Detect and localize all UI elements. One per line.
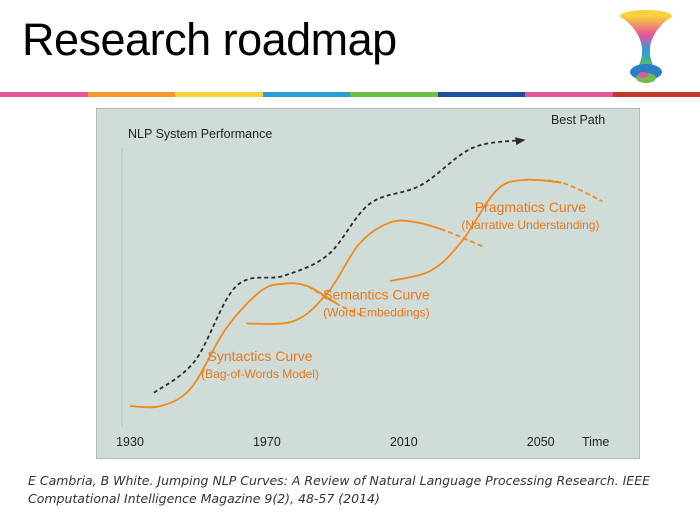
nlp-curves-chart: NLP System Performance Time 1930 1970 2010… bbox=[96, 108, 640, 459]
best-path-line bbox=[153, 137, 526, 394]
color-bar-segment bbox=[87, 92, 175, 97]
pragmatics-curve-sublabel: (Narrative Understanding) bbox=[461, 218, 599, 232]
color-bar-segment bbox=[262, 92, 350, 97]
y-axis-label: NLP System Performance bbox=[128, 127, 272, 141]
color-bar-segment bbox=[437, 92, 525, 97]
color-bar-segment bbox=[612, 92, 700, 97]
x-tick-label: 2050 bbox=[527, 435, 555, 449]
best-path-label: Best Path bbox=[551, 113, 605, 127]
x-tick-label: 1930 bbox=[116, 435, 144, 449]
chart-background bbox=[96, 108, 640, 459]
tornado-funnel-logo-icon bbox=[620, 10, 672, 83]
semantics-curve-return-line-tail bbox=[523, 179, 603, 203]
citation-line-2: Computational Intelligence Magazine 9(2)… bbox=[28, 491, 380, 506]
color-divider-bar bbox=[0, 92, 700, 97]
color-bar-segment bbox=[0, 92, 88, 97]
citation: E Cambria, B White. Jumping NLP Curves: … bbox=[28, 472, 688, 508]
syntactics-curve-label: Syntactics Curve bbox=[208, 348, 313, 364]
semantics-curve-sublabel: (Word Embeddings) bbox=[323, 306, 430, 320]
color-bar-segment bbox=[525, 92, 613, 97]
semantics-curve-line-tail bbox=[417, 221, 483, 248]
x-tick-label: 2010 bbox=[390, 435, 418, 449]
syntactics-curve-sublabel: (Bag-of-Words Model) bbox=[201, 367, 319, 381]
citation-line-1: E Cambria, B White. Jumping NLP Curves: … bbox=[28, 473, 650, 488]
slide-title: Research roadmap bbox=[22, 14, 397, 65]
syntactics-curve-line-tail bbox=[307, 285, 364, 317]
x-tick-label: 1970 bbox=[253, 435, 281, 449]
color-bar-segment bbox=[175, 92, 263, 97]
syntactics-curve-line bbox=[129, 282, 340, 409]
color-bar-segment bbox=[350, 92, 438, 97]
pragmatics-curve-label: Pragmatics Curve bbox=[475, 199, 586, 215]
semantics-curve-label: Semantics Curve bbox=[323, 287, 430, 303]
x-axis-label: Time bbox=[582, 435, 609, 449]
